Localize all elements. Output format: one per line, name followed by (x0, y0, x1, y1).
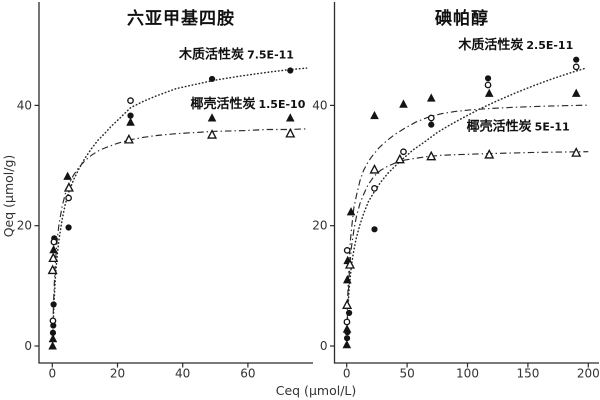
panel-title: 六亚甲基四胺 (127, 8, 235, 29)
y-axis-tick-label: 0 (320, 339, 328, 353)
point-coconut-filled-triangle (571, 88, 581, 97)
x-axis-label: Ceq (μmol/L) (276, 383, 357, 398)
point-coconut-filled-triangle (48, 341, 57, 350)
y-axis-tick-label: 40 (312, 98, 327, 112)
point-coconut-filled-triangle (370, 110, 379, 120)
x-axis-tick-label: 200 (577, 367, 600, 381)
point-coconut-filled-triangle (63, 171, 72, 180)
point-coconut-open-triangle (344, 259, 355, 269)
x-axis-tick-label: 60 (240, 367, 255, 381)
point-coconut-open-triangle (571, 147, 582, 157)
series-label-coconut: 椰壳活性炭 5E-11 (467, 119, 570, 135)
y-axis-label: Qeq (μmol/g) (1, 155, 16, 238)
point-coconut-open-triangle (426, 150, 437, 161)
point-wood-filled-circle (346, 309, 353, 317)
point-coconut-open-triangle (394, 153, 405, 164)
series-label-coconut: 椰壳活性炭 1.5E-10 (190, 96, 305, 112)
point-wood-open-circle (484, 81, 492, 89)
point-wood-open-circle (427, 114, 435, 122)
point-wood-open-circle (343, 318, 351, 326)
point-coconut-open-triangle (123, 133, 134, 144)
point-coconut-filled-triangle (342, 339, 352, 349)
y-axis-tick-label: 20 (17, 219, 32, 233)
point-wood-open-circle (371, 185, 378, 192)
point-coconut-filled-triangle (207, 113, 217, 122)
point-coconut-open-triangle (285, 127, 296, 138)
point-wood-filled-circle (127, 112, 134, 119)
x-axis-tick-label: 20 (110, 367, 125, 381)
y-axis-tick-label: 0 (24, 339, 32, 353)
fit-curve-wood-fit (346, 67, 587, 323)
point-wood-filled-circle (50, 301, 57, 308)
fit-curve-coconut-fit-upper (346, 104, 589, 310)
point-wood-filled-circle (208, 75, 216, 83)
point-coconut-open-triangle (48, 252, 59, 263)
point-wood-open-circle (127, 97, 134, 104)
y-axis-tick-label: 40 (17, 98, 32, 112)
x-axis-tick-label: 0 (343, 367, 351, 381)
panels-group: 0 20 40 60 0 20 40 木质活性炭 7.5E-11 椰壳活性炭 1.5E-10 六亚甲基… (17, 2, 600, 381)
point-coconut-filled-triangle (48, 333, 58, 343)
point-wood-filled-circle (49, 329, 57, 336)
point-coconut-open-triangle (47, 264, 58, 275)
point-wood-filled-circle (371, 226, 378, 233)
fit-curve-wood-fit (52, 67, 308, 335)
point-coconut-open-triangle (484, 148, 495, 159)
point-wood-filled-circle (343, 335, 351, 342)
x-axis-tick-label: 40 (175, 367, 190, 381)
point-wood-filled-circle (287, 67, 294, 74)
panel-iopamidol: 0 50 100 150 200 0 20 40 木质活性炭 2.5E-11 椰壳活性炭 5E-11 碘… (312, 2, 600, 381)
point-wood-open-circle (400, 148, 407, 156)
x-axis-tick-label: 100 (456, 367, 479, 381)
point-wood-open-circle (50, 238, 58, 246)
panel-hexamethylenetetramine: 0 20 40 60 0 20 40 木质活性炭 7.5E-11 椰壳活性炭 1.5E-10 六亚甲基… (17, 2, 313, 381)
point-coconut-open-triangle (342, 299, 353, 309)
fit-curve-coconut-fit-lower (346, 151, 589, 319)
x-axis-tick-label: 150 (516, 367, 539, 381)
point-wood-filled-circle (484, 75, 492, 82)
axis-spines (333, 2, 599, 364)
point-wood-filled-circle (65, 224, 72, 231)
point-coconut-filled-triangle (126, 117, 135, 126)
point-wood-open-circle (49, 317, 57, 325)
point-coconut-open-triangle (63, 182, 74, 192)
point-wood-filled-circle (50, 322, 57, 329)
point-wood-open-circle (65, 194, 72, 202)
point-coconut-open-triangle (207, 129, 218, 139)
point-coconut-filled-triangle (285, 113, 295, 122)
point-coconut-filled-triangle (484, 88, 494, 97)
point-coconut-filled-triangle (346, 207, 356, 216)
series-label-wood: 木质活性炭 2.5E-11 (457, 37, 573, 53)
series-label-wood: 木质活性炭 7.5E-11 (178, 47, 294, 63)
point-coconut-filled-triangle (343, 275, 352, 284)
point-coconut-filled-triangle (49, 244, 58, 254)
x-axis-tick-label: 50 (399, 367, 414, 381)
point-wood-filled-circle (428, 121, 435, 128)
fit-curve-coconut-fit (52, 128, 307, 329)
axis-spines (38, 2, 313, 364)
point-coconut-filled-triangle (426, 93, 436, 102)
point-wood-open-circle (343, 246, 351, 254)
point-coconut-filled-triangle (342, 324, 352, 333)
point-coconut-open-triangle (369, 163, 380, 174)
point-coconut-filled-triangle (399, 99, 408, 108)
y-axis-tick-label: 20 (312, 219, 327, 233)
x-axis-tick-label: 0 (48, 367, 56, 381)
point-wood-open-circle (572, 63, 580, 71)
point-wood-filled-circle (573, 56, 580, 63)
panel-title: 碘帕醇 (435, 8, 489, 29)
